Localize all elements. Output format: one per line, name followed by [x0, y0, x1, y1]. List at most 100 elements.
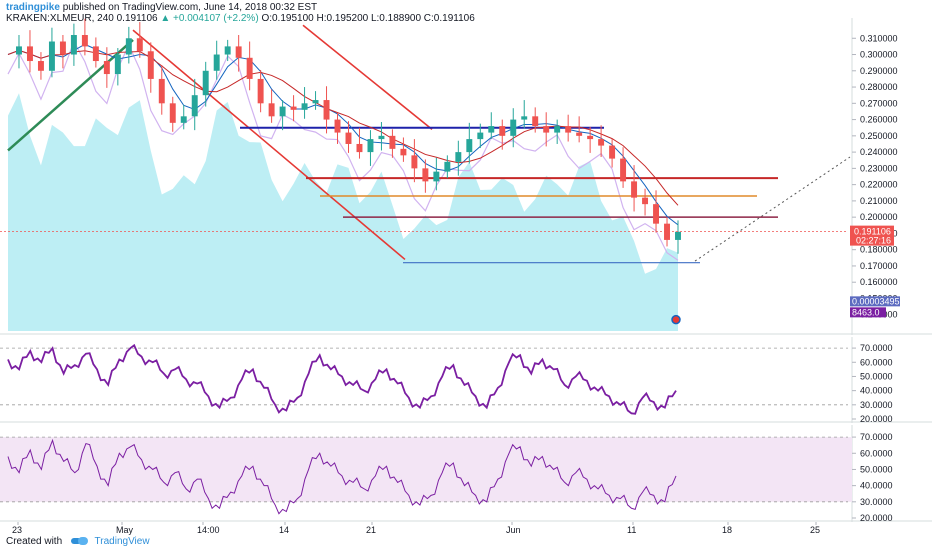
footer: Created with TradingView [6, 536, 150, 548]
candle-body [521, 116, 528, 120]
rsi1-tick-label: 60.0000 [860, 357, 893, 367]
last-price-badge [850, 225, 894, 246]
candle-body [411, 155, 418, 169]
candle-body [488, 126, 495, 133]
candle-body [598, 139, 605, 146]
candle-body [290, 106, 297, 110]
rsi2-tick-label: 60.0000 [860, 448, 893, 458]
candle-body [169, 103, 176, 123]
candle-body [356, 143, 363, 153]
tradingview-brand[interactable]: TradingView [94, 536, 150, 547]
candle-body [158, 78, 165, 104]
time-tick-label: 23 [12, 525, 22, 535]
price-change: ▲ +0.004107 (+2.2%) [160, 13, 259, 24]
time-tick-label: 14 [279, 525, 289, 535]
rsi2-tick-label: 70.0000 [860, 432, 893, 442]
channel-line-lower [132, 29, 406, 261]
time-tick-label: Jun [506, 525, 521, 535]
candle-body [444, 161, 451, 172]
candle-body [642, 197, 649, 205]
candle-body [26, 46, 33, 62]
candle-body [301, 103, 308, 110]
author-name[interactable]: tradingpike [6, 2, 60, 13]
candle-body [510, 119, 517, 136]
price-tick-label: 0.310000 [860, 33, 898, 43]
candle-body [257, 78, 264, 104]
candle-body [125, 38, 132, 55]
volume-badge-text: 8463.0 [852, 307, 880, 317]
candle-body [334, 119, 341, 133]
rsi2-tick-label: 30.0000 [860, 497, 893, 507]
last-price-badge-text: 0.191106 [854, 227, 891, 237]
volume-area [8, 93, 678, 331]
channel-line-upper [302, 24, 433, 130]
candle-body [103, 61, 110, 75]
candle-body [554, 126, 561, 133]
price-tick-label: 0.260000 [860, 115, 898, 125]
price-tick-label: 0.240000 [860, 147, 898, 157]
candle-body [433, 171, 440, 182]
time-tick-label: 21 [366, 525, 376, 535]
indicator-badge-text: 0.00003495 [852, 296, 900, 306]
countdown-text: 02:27:16 [856, 236, 891, 246]
time-tick-label: 18 [722, 525, 732, 535]
candle-body [202, 70, 209, 96]
candle-body [455, 152, 462, 162]
candle-body [246, 57, 253, 79]
price-tick-label: 0.300000 [860, 50, 898, 60]
candle-body [136, 38, 143, 52]
time-tick-label: 14:00 [197, 525, 220, 535]
published-info: published on TradingView.com, June 14, 2… [62, 2, 318, 13]
candle-body [147, 51, 154, 79]
candle-body [543, 126, 550, 133]
candle-body [631, 181, 638, 198]
rsi2-line [7, 438, 677, 515]
last-price: 0.191106 [116, 13, 158, 24]
rsi2-tick-label: 50.0000 [860, 464, 893, 474]
candle-body [422, 168, 429, 182]
candle-body [48, 41, 55, 71]
candle-body [279, 106, 286, 117]
symbol-label: KRAKEN:XLMEUR, 240 [6, 13, 114, 24]
candle-body [664, 223, 670, 240]
candle-body [235, 46, 242, 58]
candle-body [389, 135, 396, 149]
created-with-label: Created with [6, 536, 63, 547]
chart-header: tradingpike published on TradingView.com… [6, 2, 475, 24]
candle-body [367, 139, 374, 153]
candle-body [180, 116, 187, 123]
time-tick-label: 25 [810, 525, 820, 535]
rsi-panel-2[interactable]: 70.0000 60.0000 50.0000 40.0000 30.0000 20.00… [0, 425, 932, 522]
candle-body [378, 135, 385, 140]
price-tick-label: 0.290000 [860, 66, 898, 76]
rsi1-tick-label: 30.0000 [860, 400, 893, 410]
candle-body [400, 148, 407, 156]
price-tick-label: 0.220000 [860, 180, 898, 190]
candle-body [576, 132, 583, 136]
candle-body [499, 126, 506, 136]
price-tick-label: 0.170000 [860, 261, 898, 271]
event-marker-icon [671, 314, 681, 325]
rsi1-tick-label: 50.0000 [860, 371, 893, 381]
ohlc-values: O:0.195100 H:0.195200 L:0.188900 C:0.191… [261, 13, 475, 24]
candle-body [653, 204, 660, 224]
projection-line [694, 156, 851, 262]
price-tick-label: 0.280000 [860, 82, 898, 92]
green-trendline [7, 38, 134, 152]
candle-body [565, 126, 572, 133]
price-tick-label: 0.160000 [860, 277, 898, 287]
price-tick-label: 0.180000 [860, 245, 898, 255]
candle-body [675, 231, 681, 240]
candle-body [609, 145, 616, 159]
rsi-panel-1[interactable]: 70.0000 60.0000 50.0000 40.0000 30.0000 20.00… [0, 337, 932, 423]
candle-body [587, 135, 594, 140]
candle-body [70, 35, 77, 55]
candle-body [268, 103, 275, 117]
candle-body [477, 132, 484, 140]
candle-body [224, 46, 231, 55]
volume-badge [850, 307, 886, 318]
price-chart[interactable]: 0.310000 0.300000 0.290000 0.280000 0.270000… [0, 18, 932, 335]
candle-body [37, 61, 44, 71]
candle-body [345, 132, 352, 144]
rsi1-tick-label: 40.0000 [860, 386, 893, 396]
